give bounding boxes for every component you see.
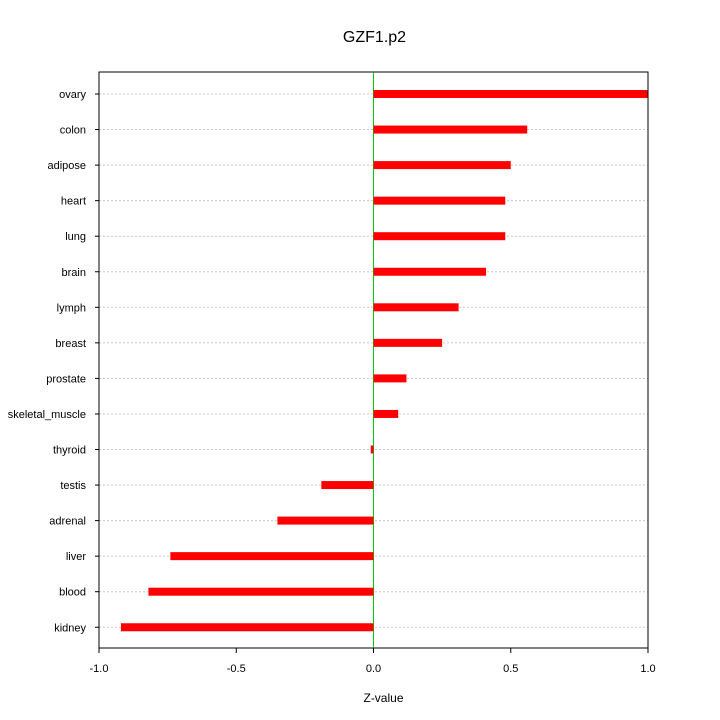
category-label-kidney: kidney: [54, 622, 86, 634]
bar-testis: [321, 481, 374, 490]
chart-title: GZF1.p2: [343, 29, 406, 46]
bar-ovary: [373, 90, 648, 98]
x-tick-label: 0.5: [503, 663, 518, 675]
category-label-heart: heart: [61, 196, 86, 208]
bar-breast: [373, 338, 443, 347]
category-label-testis: testis: [60, 480, 86, 492]
category-label-lung: lung: [65, 231, 86, 243]
category-label-colon: colon: [60, 125, 86, 137]
x-axis-title: Z-value: [363, 691, 403, 705]
bar-skeletal_muscle: [373, 409, 399, 418]
bar-adipose: [373, 161, 511, 170]
x-axis: -1.0 -0.5 0.0 0.5 1.0: [90, 648, 656, 675]
category-label-breast: breast: [55, 338, 86, 350]
category-label-liver: liver: [66, 551, 87, 563]
category-labels: ovary colon adipose heart lung brain lymph brea…: [8, 89, 99, 634]
category-label-ovary: ovary: [59, 89, 86, 101]
bar-thyroid: [370, 445, 374, 454]
bar-kidney: [120, 623, 374, 632]
bar-lymph: [373, 303, 459, 312]
bar-liver: [170, 552, 374, 561]
bar-colon: [373, 125, 528, 134]
bar-brain: [373, 267, 487, 276]
bar-blood: [148, 587, 374, 596]
category-label-brain: brain: [62, 267, 86, 279]
x-tick-label: -0.5: [227, 663, 246, 675]
bars: [120, 90, 648, 632]
category-label-adipose: adipose: [47, 160, 86, 172]
x-tick-label: 0.0: [366, 663, 381, 675]
category-label-adrenal: adrenal: [49, 516, 86, 528]
grid-lines: [99, 93, 648, 628]
category-label-blood: blood: [59, 587, 86, 599]
category-label-prostate: prostate: [46, 373, 86, 385]
x-tick-label: -1.0: [90, 663, 109, 675]
bar-adrenal: [277, 516, 374, 525]
bar-prostate: [373, 374, 407, 383]
x-tick-label: 1.0: [640, 663, 655, 675]
bar-lung: [373, 232, 506, 241]
category-label-skeletal_muscle: skeletal_muscle: [8, 409, 86, 421]
category-label-thyroid: thyroid: [53, 445, 86, 457]
bar-heart: [373, 196, 506, 205]
category-label-lymph: lymph: [57, 302, 86, 314]
